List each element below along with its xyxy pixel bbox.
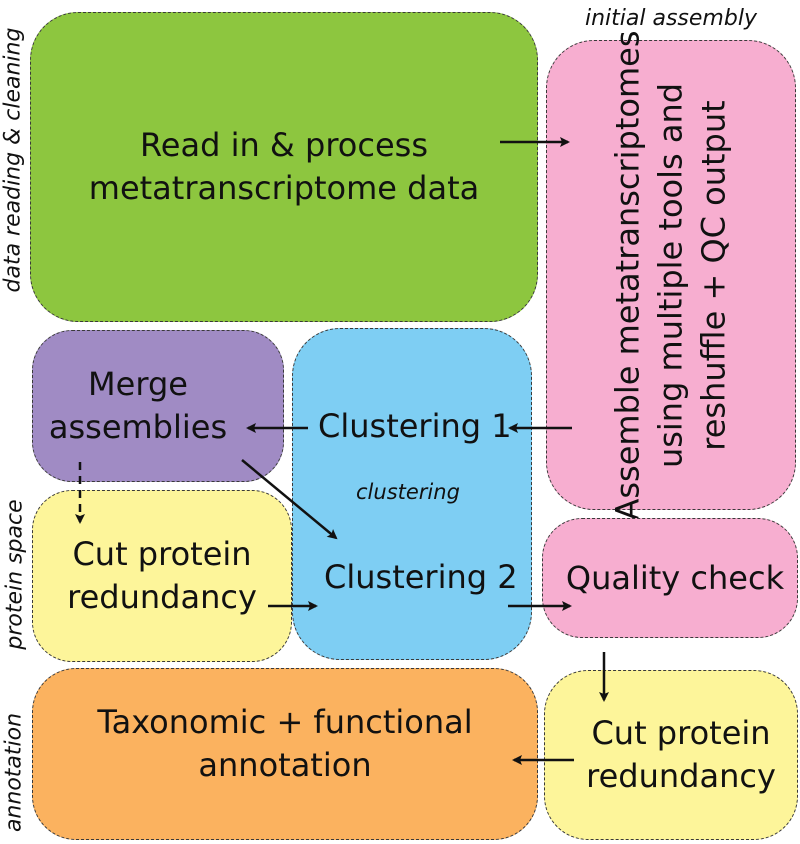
- clustering1-label: Clustering 1: [318, 407, 512, 445]
- cut-protein-left-label: Cut protein redundancy: [67, 533, 257, 619]
- cut-protein-left-line2: redundancy: [67, 578, 257, 616]
- taxonomic-line1: Taxonomic + functional: [97, 703, 473, 741]
- read-process-line2: metatranscriptome data: [88, 169, 480, 207]
- clustering-box: [292, 328, 532, 660]
- cut-protein-right-line2: redundancy: [586, 757, 776, 795]
- read-process-line1: Read in & process: [139, 126, 428, 164]
- taxonomic-label: Taxonomic + functional annotation: [97, 701, 472, 787]
- quality-check-label: Quality check: [565, 558, 785, 597]
- merge-line1: Merge: [88, 365, 188, 403]
- merge-label: Merge assemblies: [49, 363, 227, 449]
- cut-protein-right-box: Cut protein redundancy: [544, 670, 798, 840]
- taxonomic-line2: annotation: [198, 746, 372, 784]
- quality-check-box: Quality check: [542, 518, 798, 638]
- initial-assembly-label: initial assembly: [585, 6, 757, 31]
- cut-protein-left-line1: Cut protein: [72, 535, 252, 573]
- assemble-box: Assemble metatranscriptomes using multip…: [546, 30, 796, 520]
- merge-box: Merge assemblies: [32, 330, 284, 482]
- arrow-merge-to-clustering2: [241, 459, 338, 540]
- cut-protein-right-line1: Cut protein: [591, 714, 771, 752]
- merge-line2: assemblies: [48, 408, 228, 446]
- read-process-box: Read in & process metatranscriptome data: [30, 12, 538, 322]
- read-process-label: Read in & process metatranscriptome data: [89, 124, 479, 210]
- clustering-section-label: clustering: [356, 480, 460, 504]
- taxonomic-box: Taxonomic + functional annotation: [32, 668, 538, 840]
- cut-protein-right-label: Cut protein redundancy: [586, 712, 776, 798]
- clustering2-label: Clustering 2: [324, 558, 518, 596]
